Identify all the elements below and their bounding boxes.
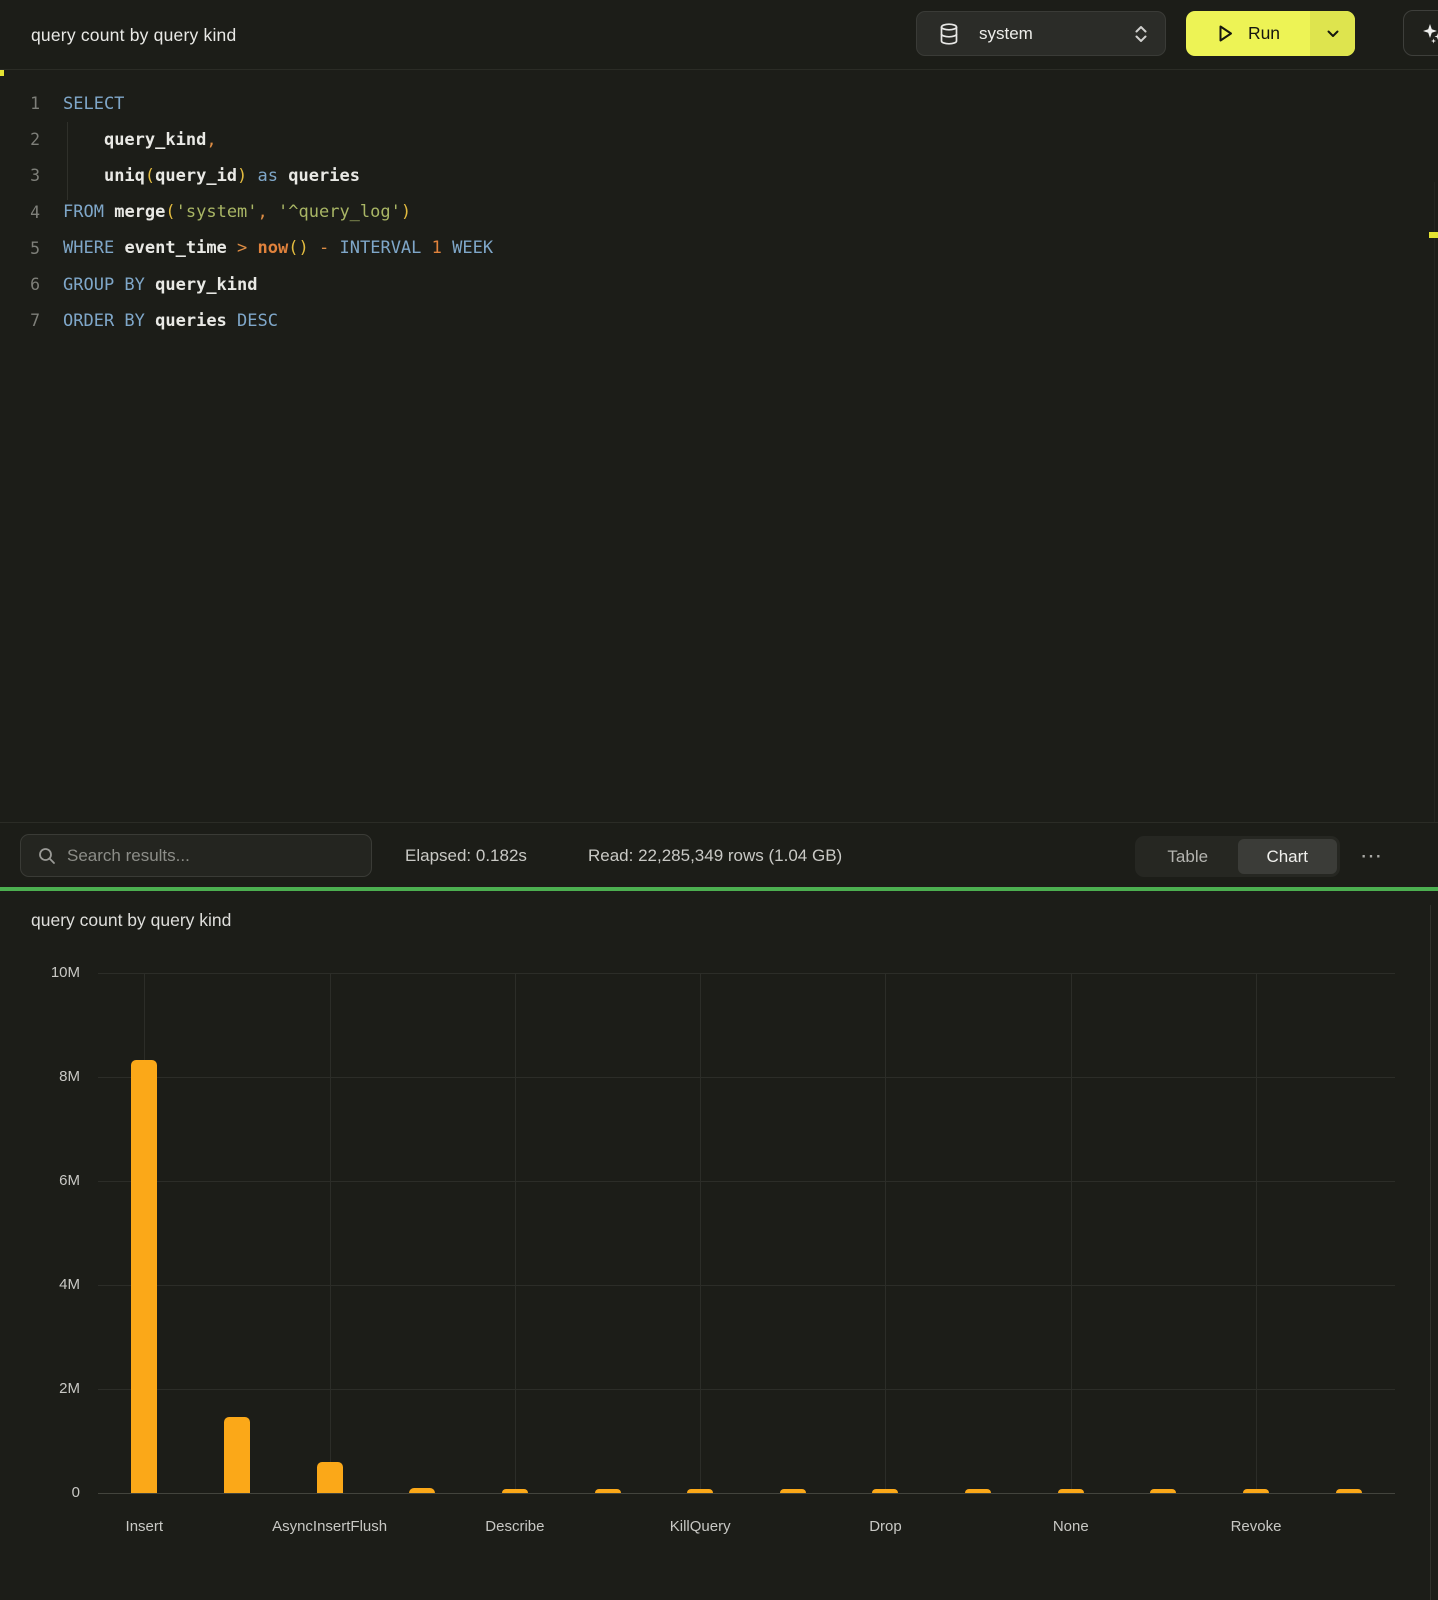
search-results-box[interactable] xyxy=(20,834,372,877)
run-button[interactable]: Run xyxy=(1186,11,1355,56)
line-number: 1 xyxy=(30,94,40,113)
gridline-h xyxy=(98,973,1395,974)
code-line-3: 3 uniq(query_id) as queries xyxy=(0,157,1438,194)
ai-assistant-button[interactable] xyxy=(1403,10,1438,56)
code-line-5: 5 WHERE event_time > now() - INTERVAL 1 W… xyxy=(0,230,1438,267)
x-tick-label: KillQuery xyxy=(669,1518,731,1535)
gridline-h xyxy=(98,1285,1395,1286)
play-icon xyxy=(1216,23,1235,44)
gridline-v xyxy=(885,973,887,1493)
chart-bar-Drop xyxy=(872,1489,899,1493)
results-toolbar: Elapsed: 0.182s Read: 22,285,349 rows (1… xyxy=(0,822,1438,888)
line-number: 4 xyxy=(30,202,40,222)
y-tick-label: 0 xyxy=(71,1484,80,1501)
run-button-main[interactable]: Run xyxy=(1186,11,1310,56)
chart-bar-unlabeled-13 xyxy=(1335,1489,1362,1493)
chart-bar-Describe xyxy=(501,1488,528,1493)
run-options-chevron[interactable] xyxy=(1310,11,1355,56)
chart-bar-unlabeled-11 xyxy=(1150,1489,1177,1493)
gridline-h xyxy=(98,1389,1395,1390)
database-icon xyxy=(939,22,959,45)
chart-bar-Insert xyxy=(131,1059,158,1493)
chart-bar-None xyxy=(1057,1489,1084,1493)
panel-resize-divider[interactable] xyxy=(0,887,1438,891)
chart-bar-unlabeled-9 xyxy=(965,1489,992,1493)
chart-bar-unlabeled-7 xyxy=(779,1489,806,1493)
code-line-4: 4 FROM merge('system', '^query_log') xyxy=(0,194,1438,231)
elapsed-stat: Elapsed: 0.182s xyxy=(405,846,527,865)
code-line-2: 2 query_kind, xyxy=(0,121,1438,158)
y-tick-label: 10M xyxy=(50,964,80,981)
line-number: 2 xyxy=(30,130,40,150)
sql-editor[interactable]: 1 SELECT 2 query_kind, 3 uniq(query_id) as … xyxy=(0,70,1438,822)
gridline-v xyxy=(329,973,331,1493)
search-icon xyxy=(39,847,55,864)
gridline-h xyxy=(98,1077,1395,1078)
x-tick-label: Insert xyxy=(125,1518,164,1535)
chart-bar-AsyncInsertFlush xyxy=(316,1461,343,1493)
indent-guide xyxy=(67,122,68,200)
x-axis-line xyxy=(98,1493,1395,1494)
line-number: 6 xyxy=(30,275,40,294)
chart-title: query count by query kind xyxy=(31,910,232,930)
overview-ruler-mark xyxy=(1429,232,1438,238)
chart-bar-unlabeled-1 xyxy=(223,1417,250,1493)
sparkle-icon xyxy=(1420,21,1438,45)
y-tick-label: 2M xyxy=(59,1380,80,1397)
chevron-up-down-icon xyxy=(1133,23,1149,45)
gridline-v xyxy=(1256,973,1258,1493)
database-selector[interactable]: system xyxy=(916,11,1166,56)
x-tick-label: None xyxy=(1052,1518,1089,1535)
chart-bar-unlabeled-5 xyxy=(594,1489,621,1493)
code-line-7: 7 ORDER BY queries DESC xyxy=(0,302,1438,339)
line-number: 7 xyxy=(30,311,40,331)
editor-scrollbar[interactable] xyxy=(1434,182,1435,822)
gridline-h xyxy=(98,1181,1395,1182)
gridline-v xyxy=(514,973,516,1493)
code-line-6: 6 GROUP BY query_kind xyxy=(0,266,1438,303)
x-tick-label: Revoke xyxy=(1230,1518,1282,1535)
chart-panel: query count by query kind 10M 8M 6M 4M 2M 0 In… xyxy=(0,891,1438,1600)
line-number: 5 xyxy=(30,238,40,258)
read-stat: Read: 22,285,349 rows (1.04 GB) xyxy=(588,846,843,865)
y-tick-label: 8M xyxy=(59,1068,80,1085)
line-number: 3 xyxy=(30,166,40,186)
gridline-v xyxy=(700,973,702,1493)
page-title: query count by query kind xyxy=(31,24,237,45)
x-tick-label: AsyncInsertFlush xyxy=(272,1518,388,1535)
chart-view-tab[interactable]: Chart xyxy=(1237,839,1337,874)
code-line-1: 1 SELECT xyxy=(0,85,1438,122)
x-tick-label: Drop xyxy=(869,1518,902,1535)
run-button-label: Run xyxy=(1247,23,1281,43)
chevron-down-icon xyxy=(1326,29,1340,39)
gridline-v xyxy=(1070,973,1072,1493)
chart-bar-Revoke xyxy=(1243,1489,1270,1493)
database-selector-value: system xyxy=(979,23,1033,43)
x-tick-label: Describe xyxy=(485,1518,545,1535)
y-tick-label: 4M xyxy=(59,1276,80,1293)
panel-right-border xyxy=(1430,905,1431,1600)
y-tick-label: 6M xyxy=(59,1172,80,1189)
more-options-button[interactable]: ⋯ xyxy=(1360,843,1384,868)
top-bar: query count by query kind system Run xyxy=(0,0,1438,70)
chart-bar-unlabeled-3 xyxy=(409,1488,436,1493)
search-results-input[interactable] xyxy=(67,845,347,866)
chart-bar-KillQuery xyxy=(687,1489,714,1493)
table-view-tab[interactable]: Table xyxy=(1167,846,1209,866)
editor-cursor-mark-left xyxy=(0,70,4,76)
view-toggle: Table Chart xyxy=(1135,836,1340,877)
